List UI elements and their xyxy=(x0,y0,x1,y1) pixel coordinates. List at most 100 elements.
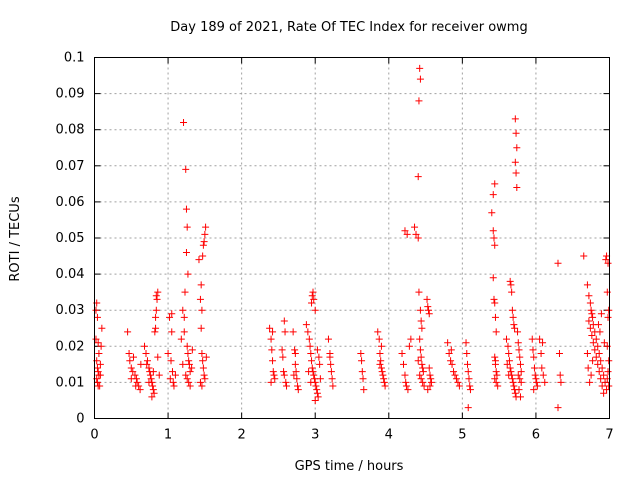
grid-lines xyxy=(94,57,610,419)
data-point xyxy=(419,378,427,386)
x-axis-label: GPS time / hours xyxy=(295,459,404,474)
data-point xyxy=(168,328,176,336)
data-point xyxy=(533,382,541,390)
data-point xyxy=(511,115,519,123)
data-point xyxy=(445,350,453,358)
y-tick-label: 0.1 xyxy=(64,51,85,66)
data-point xyxy=(554,259,562,267)
data-point xyxy=(512,129,520,137)
data-point xyxy=(200,371,208,379)
data-point xyxy=(516,360,524,368)
data-point xyxy=(418,324,426,332)
y-tick-label: 0.09 xyxy=(56,87,85,102)
y-tick-label: 0.05 xyxy=(56,231,85,246)
data-point xyxy=(316,360,324,368)
data-point xyxy=(278,346,286,354)
data-point xyxy=(586,378,594,386)
data-point xyxy=(402,382,410,390)
data-point xyxy=(148,393,156,401)
data-point xyxy=(466,382,474,390)
data-point xyxy=(152,292,160,300)
data-point xyxy=(280,368,288,376)
data-point xyxy=(426,382,434,390)
data-point xyxy=(531,371,539,379)
data-point xyxy=(145,364,153,372)
data-point xyxy=(182,205,190,213)
data-point xyxy=(510,382,518,390)
data-point xyxy=(309,288,317,296)
data-point xyxy=(180,328,188,336)
data-point xyxy=(591,346,599,354)
data-point xyxy=(596,328,604,336)
data-point xyxy=(166,313,174,321)
data-point xyxy=(327,368,335,376)
data-point xyxy=(307,378,315,386)
data-point xyxy=(307,350,315,358)
data-point xyxy=(586,324,594,332)
data-point xyxy=(416,346,424,354)
data-point xyxy=(516,353,524,361)
data-point xyxy=(597,375,605,383)
data-point xyxy=(514,371,522,379)
data-point xyxy=(177,335,185,343)
data-point xyxy=(182,371,190,379)
data-point xyxy=(506,277,514,285)
data-point xyxy=(197,281,205,289)
data-point xyxy=(510,321,518,329)
data-point xyxy=(513,144,521,152)
data-point xyxy=(269,368,277,376)
x-axis-ticks: 0 1 2 3 4 5 6 7 xyxy=(90,57,614,443)
data-point xyxy=(588,331,596,339)
data-point xyxy=(312,382,320,390)
x-tick-label: 2 xyxy=(238,428,246,443)
data-point xyxy=(149,368,157,376)
data-point xyxy=(198,306,206,314)
data-point xyxy=(267,378,275,386)
data-point xyxy=(180,313,188,321)
data-point xyxy=(419,364,427,372)
data-point xyxy=(415,288,423,296)
data-point xyxy=(313,386,321,394)
y-tick-label: 0.08 xyxy=(56,123,85,138)
data-point xyxy=(93,378,101,386)
data-point xyxy=(313,346,321,354)
data-point xyxy=(600,389,608,397)
y-tick-label: 0.04 xyxy=(56,267,85,282)
data-point xyxy=(492,378,500,386)
data-point xyxy=(491,357,499,365)
y-axis-ticks: 0 0.01 0.02 0.03 0.04 0.05 0.06 0.07 0.08 0.09 0.1 xyxy=(56,51,610,427)
data-point xyxy=(427,375,435,383)
data-point xyxy=(507,281,515,289)
x-tick-label: 6 xyxy=(532,428,540,443)
data-point xyxy=(269,357,277,365)
data-point xyxy=(283,382,291,390)
data-point xyxy=(411,223,419,231)
data-point xyxy=(154,288,162,296)
data-point xyxy=(271,375,279,383)
data-point xyxy=(306,342,314,350)
data-point xyxy=(183,375,191,383)
data-point xyxy=(267,335,275,343)
data-point xyxy=(179,360,187,368)
data-point xyxy=(416,335,424,343)
data-point xyxy=(533,378,541,386)
data-point xyxy=(513,183,521,191)
data-point xyxy=(515,386,523,394)
data-point xyxy=(605,306,613,314)
data-point xyxy=(587,371,595,379)
data-point xyxy=(517,378,525,386)
data-point xyxy=(291,346,299,354)
data-point xyxy=(537,350,545,358)
data-point xyxy=(92,306,100,314)
data-point xyxy=(414,173,422,181)
data-point xyxy=(291,350,299,358)
data-point xyxy=(508,306,516,314)
data-point xyxy=(400,360,407,368)
data-point xyxy=(512,169,520,177)
data-point xyxy=(585,292,593,300)
data-point xyxy=(417,375,425,383)
data-point xyxy=(515,346,523,354)
data-point xyxy=(143,357,151,365)
data-point xyxy=(557,378,565,386)
